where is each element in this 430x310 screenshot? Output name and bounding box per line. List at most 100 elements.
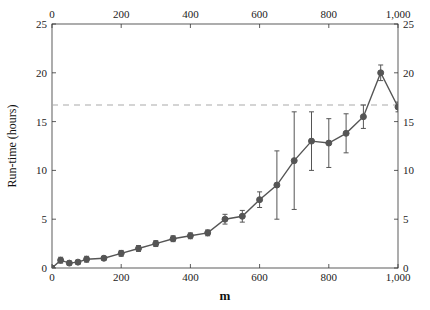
y-tick [52, 170, 56, 171]
x-tick [398, 264, 399, 268]
data-point [101, 255, 107, 261]
y-tick-label-right: 15 [403, 116, 415, 128]
error-bar-cap [292, 209, 297, 210]
error-bar [119, 250, 124, 256]
x-tick-label-top: 600 [251, 8, 268, 20]
x-tick-top [328, 24, 329, 28]
error-bar [205, 230, 210, 236]
error-bar [344, 114, 349, 153]
y-tick-right [394, 268, 398, 269]
y-axis-label: Run-time (hours) [5, 105, 19, 188]
x-tick-label-top: 400 [182, 8, 199, 20]
y-tick-label: 0 [42, 262, 48, 274]
error-bar-cap [309, 111, 314, 112]
error-bar-cap [326, 118, 331, 119]
data-point [58, 257, 64, 263]
x-tick-top [121, 24, 122, 28]
x-tick-top [259, 24, 260, 28]
data-point [66, 260, 72, 266]
error-bar-cap [378, 80, 383, 81]
error-bar-cap [344, 152, 349, 153]
background [0, 0, 430, 310]
y-tick [52, 72, 56, 73]
x-tick-label: 200 [113, 271, 130, 283]
error-bar-cap [309, 170, 314, 171]
error-bar [361, 105, 366, 128]
data-point [187, 233, 193, 239]
data-point [205, 230, 211, 236]
error-bar [84, 256, 89, 262]
data-point [153, 241, 159, 247]
data-point [326, 140, 332, 146]
y-tick [52, 121, 56, 122]
data-point [291, 158, 297, 164]
data-point [360, 114, 366, 120]
y-tick-right [394, 219, 398, 220]
y-tick-label-right: 25 [403, 18, 415, 30]
error-bar [58, 257, 63, 263]
error-bar [153, 241, 158, 247]
data-point [343, 130, 349, 136]
plot-area [52, 65, 398, 268]
y-tick-right [394, 121, 398, 122]
data-point [274, 182, 280, 188]
data-point [309, 138, 315, 144]
error-bar-cap [257, 207, 262, 208]
x-tick [259, 264, 260, 268]
error-bar [274, 151, 279, 219]
error-bar-cap [274, 219, 279, 220]
x-tick [328, 264, 329, 268]
error-bar-cap [396, 111, 399, 112]
data-point [52, 265, 55, 268]
y-tick [52, 24, 56, 25]
data-point [222, 216, 228, 222]
error-bar [292, 112, 297, 210]
error-bar-cap [326, 167, 331, 168]
error-bar-cap [361, 128, 366, 129]
x-tick [190, 264, 191, 268]
y-tick-label-right: 10 [403, 164, 415, 176]
error-bar-cap [257, 191, 262, 192]
error-bar [240, 210, 245, 222]
y-tick-label-right: 20 [403, 67, 415, 79]
data-point [170, 236, 176, 242]
error-bar [136, 246, 141, 252]
reference-line [52, 104, 398, 105]
y-tick-right [394, 24, 398, 25]
error-bar-cap [240, 222, 245, 223]
error-bar [223, 214, 228, 224]
data-point [239, 213, 245, 219]
x-tick-label: 0 [49, 271, 55, 283]
y-tick-right [394, 72, 398, 73]
y-tick-label: 20 [36, 67, 48, 79]
error-bar [309, 112, 314, 171]
chart: 002002004004006006008008001,0001,0000055… [0, 0, 430, 310]
x-tick-label: 400 [182, 271, 199, 283]
error-bar-cap [223, 224, 228, 225]
x-tick-top [52, 24, 53, 28]
data-point [75, 259, 81, 265]
y-tick-label: 5 [42, 213, 48, 225]
data-point [395, 104, 398, 110]
y-tick [52, 219, 56, 220]
error-bar [188, 233, 193, 239]
x-tick-label-top: 0 [49, 8, 55, 20]
y-tick-label: 10 [36, 164, 48, 176]
x-tick-label: 600 [251, 271, 268, 283]
error-bar-cap [378, 64, 383, 65]
x-tick-label-top: 200 [113, 8, 130, 20]
error-bar [326, 119, 331, 168]
x-tick [121, 264, 122, 268]
error-bar-cap [240, 210, 245, 211]
y-tick-label-right: 0 [403, 262, 409, 274]
data-point [136, 245, 142, 251]
y-tick-label-right: 5 [403, 213, 409, 225]
x-tick-label-top: 800 [321, 8, 338, 20]
error-bar-cap [223, 214, 228, 215]
x-axis-label: m [220, 288, 231, 303]
x-tick-label: 800 [321, 271, 338, 283]
plot-frame [52, 24, 398, 268]
data-point [84, 256, 90, 262]
data-line [52, 73, 398, 268]
error-bar-cap [361, 105, 366, 106]
